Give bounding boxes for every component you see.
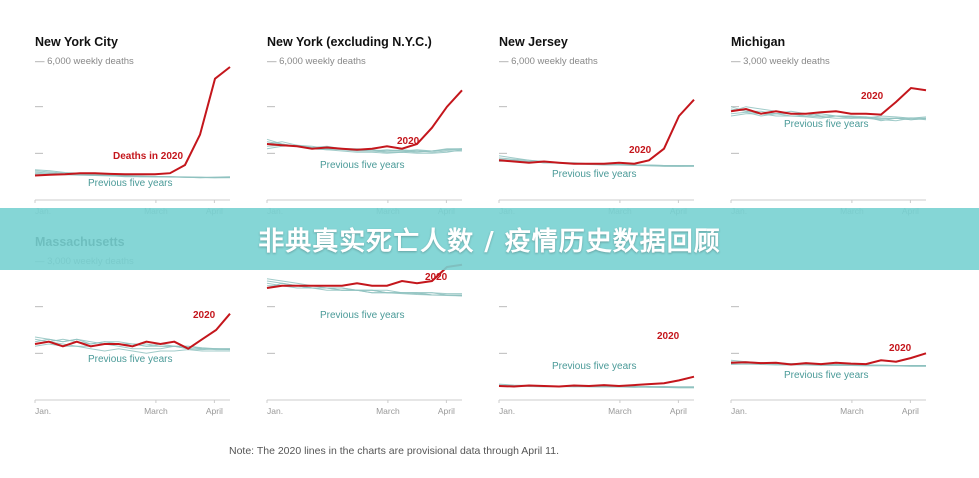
line-2020 — [34, 313, 231, 350]
previous-year-line — [266, 141, 462, 153]
label-previous-five-years: Previous five years — [320, 160, 404, 171]
label-2020: 2020 — [657, 331, 680, 342]
x-tick-label: March — [840, 406, 864, 416]
x-tick-label: Jan. — [499, 406, 515, 416]
scale-label: — 3,000 weekly deaths — [731, 56, 830, 67]
x-tick-label: Jan. — [35, 406, 51, 416]
panel-title: Michigan — [731, 35, 785, 49]
previous-year-line — [730, 363, 926, 367]
scale-label: — 6,000 weekly deaths — [499, 56, 598, 67]
label-2020: 2020 — [889, 343, 912, 354]
x-tick-label: March — [608, 406, 632, 416]
x-tick-label: March — [144, 406, 168, 416]
footnote: Note: The 2020 lines in the charts are p… — [229, 445, 559, 457]
label-previous-five-years: Previous five years — [784, 370, 868, 381]
previous-year-line — [34, 169, 230, 178]
line-2020 — [266, 89, 463, 151]
label-2020: 2020 — [861, 91, 884, 102]
panel-title: New York (excluding N.Y.C.) — [267, 35, 432, 49]
label-2020: 2020 — [425, 272, 448, 283]
x-tick-label: April — [670, 406, 687, 416]
label-previous-five-years: Previous five years — [552, 361, 636, 372]
scale-label: — 6,000 weekly deaths — [267, 56, 366, 67]
label-previous-five-years: Previous five years — [88, 178, 172, 189]
label-2020: Deaths in 2020 — [113, 151, 183, 162]
label-2020: 2020 — [629, 145, 652, 156]
line-2020 — [34, 66, 231, 177]
label-previous-five-years: Previous five years — [552, 169, 636, 180]
line-2020 — [730, 352, 927, 366]
x-tick-label: April — [206, 406, 223, 416]
x-tick-label: Jan. — [267, 406, 283, 416]
overlay-banner: 非典真实死亡人数 / 疫情历史数据回顾 — [0, 208, 979, 270]
label-2020: 2020 — [193, 310, 216, 321]
previous-year-line — [34, 336, 230, 351]
line-2020 — [498, 99, 695, 165]
label-2020: 2020 — [397, 136, 420, 147]
panel-title: New Jersey — [499, 35, 568, 49]
panel-title: New York City — [35, 35, 118, 49]
x-tick-label: April — [902, 406, 919, 416]
line-2020 — [730, 86, 927, 116]
scale-label: — 6,000 weekly deaths — [35, 56, 134, 67]
previous-year-line — [34, 343, 230, 354]
x-tick-label: April — [438, 406, 455, 416]
label-previous-five-years: Previous five years — [784, 119, 868, 130]
previous-year-line — [730, 106, 927, 119]
previous-year-line — [730, 106, 927, 122]
line-2020 — [266, 263, 463, 289]
label-previous-five-years: Previous five years — [320, 310, 404, 321]
previous-year-line — [267, 285, 462, 295]
x-tick-label: March — [376, 406, 400, 416]
x-tick-label: Jan. — [731, 406, 747, 416]
line-2020 — [498, 375, 695, 388]
label-previous-five-years: Previous five years — [88, 354, 172, 365]
banner-text: 非典真实死亡人数 / 疫情历史数据回顾 — [258, 226, 721, 257]
